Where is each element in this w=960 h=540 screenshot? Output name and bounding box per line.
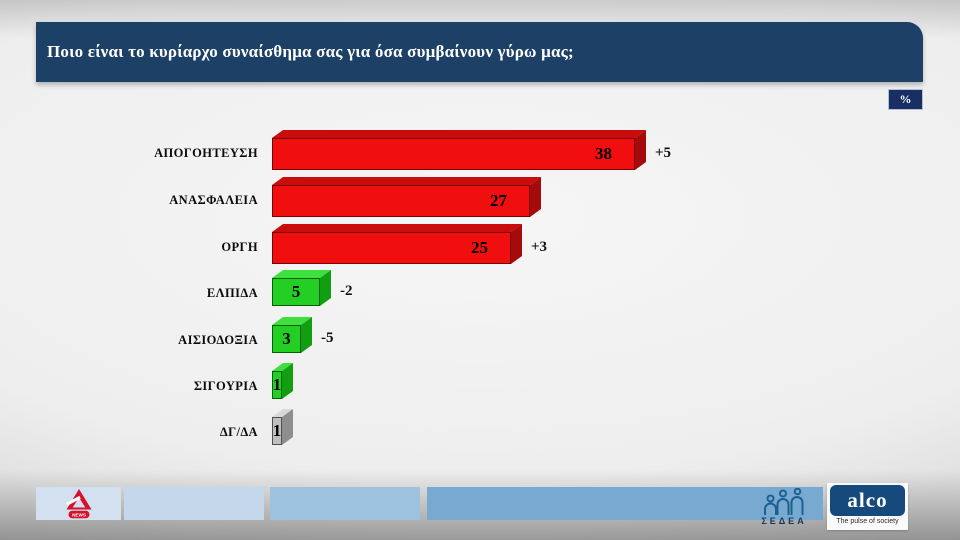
question-title: Ποιο είναι το κυρίαρχο συναίσθημα σας γι… xyxy=(47,42,574,61)
bar-value: 38 xyxy=(595,144,612,163)
bar: 1 xyxy=(272,363,293,399)
alpha-news-logo: NEWS xyxy=(65,489,91,519)
alco-name: alco xyxy=(847,488,888,512)
bar: 1 xyxy=(272,409,293,445)
bar-front-face: 3 xyxy=(272,325,301,353)
bar-value: 1 xyxy=(272,375,282,394)
category-label: ΟΡΓΗ xyxy=(221,239,258,254)
category-label: ΔΓ/ΔΑ xyxy=(219,424,258,439)
bar-value: 1 xyxy=(272,421,282,440)
bar-top-face xyxy=(272,363,293,371)
category-label: ΑΠΟΓΟΗΤΕΥΣΗ xyxy=(154,145,258,160)
delta-label: +3 xyxy=(531,238,548,255)
bar-front-face: 1 xyxy=(272,417,282,445)
delta-label: -2 xyxy=(340,282,353,299)
bar-front-face: 1 xyxy=(272,371,282,399)
bar-top-face xyxy=(272,224,522,232)
bar-value: 27 xyxy=(490,191,507,210)
chart-row: ΔΓ/ΔΑ 1 xyxy=(0,409,960,449)
delta-label: +5 xyxy=(655,144,672,161)
bar-front-face: 27 xyxy=(272,185,530,217)
category-label: ΣΙΓΟΥΡΙΑ xyxy=(193,378,258,393)
sedea-logo: ΣΕΔΕΑ xyxy=(761,488,807,526)
alco-logo: alco The pulse of society xyxy=(827,483,908,530)
bar-front-face: 5 xyxy=(272,278,320,306)
bar-side-face xyxy=(511,224,522,264)
bar-value: 5 xyxy=(291,282,301,301)
chart-row: ΑΠΟΓΟΗΤΕΥΣΗ 38 +5 xyxy=(0,130,960,170)
chart-row: ΑΙΣΙΟΔΟΞΙΑ 3 -5 xyxy=(0,317,960,357)
chart-row: ΣΙΓΟΥΡΙΑ 1 xyxy=(0,363,960,403)
category-label: ΑΙΣΙΟΔΟΞΙΑ xyxy=(178,332,258,347)
bar-side-face xyxy=(320,270,331,306)
bar-side-face xyxy=(282,409,293,445)
bar-side-face xyxy=(301,317,312,353)
bar: 27 xyxy=(272,177,541,217)
footer-box-3 xyxy=(270,487,420,520)
bar: 25 +3 xyxy=(272,224,547,264)
footer-box-2 xyxy=(124,487,264,520)
bar-side-face xyxy=(530,177,541,217)
sedea-people-icon xyxy=(764,488,804,515)
alco-tagline: The pulse of society xyxy=(836,518,899,525)
bar: 3 -5 xyxy=(272,317,334,353)
bar-value: 25 xyxy=(471,238,488,257)
alco-logo-box: alco xyxy=(830,485,905,516)
bar: 38 +5 xyxy=(272,130,671,170)
bar: 5 -2 xyxy=(272,270,353,306)
chart-row: ΟΡΓΗ 25 +3 xyxy=(0,224,960,264)
bar-top-face xyxy=(272,409,293,417)
delta-label: -5 xyxy=(321,329,334,346)
percent-unit-badge: % xyxy=(888,89,923,110)
bar-top-face xyxy=(272,317,312,325)
bar-top-face xyxy=(272,270,331,278)
bar-front-face: 25 xyxy=(272,232,511,264)
question-titlebar: Ποιο είναι το κυρίαρχο συναίσθημα σας γι… xyxy=(36,22,923,82)
bar-front-face: 38 xyxy=(272,138,635,170)
bar-top-face xyxy=(272,177,541,185)
bar-side-face xyxy=(635,130,646,170)
footer-box-alpha: NEWS xyxy=(36,487,121,520)
category-label: ΕΛΠΙΔΑ xyxy=(206,285,258,300)
bar-value: 3 xyxy=(282,329,291,348)
alpha-news-label: NEWS xyxy=(72,512,86,517)
sedea-label: ΣΕΔΕΑ xyxy=(761,516,807,526)
chart-row: ΑΝΑΣΦΑΛΕΙΑ 27 xyxy=(0,177,960,217)
category-label: ΑΝΑΣΦΑΛΕΙΑ xyxy=(169,192,258,207)
bar-side-face xyxy=(282,363,293,399)
chart-row: ΕΛΠΙΔΑ 5 -2 xyxy=(0,270,960,310)
bar-top-face xyxy=(272,130,646,138)
footer-box-sedea: ΣΕΔΕΑ xyxy=(427,487,823,526)
